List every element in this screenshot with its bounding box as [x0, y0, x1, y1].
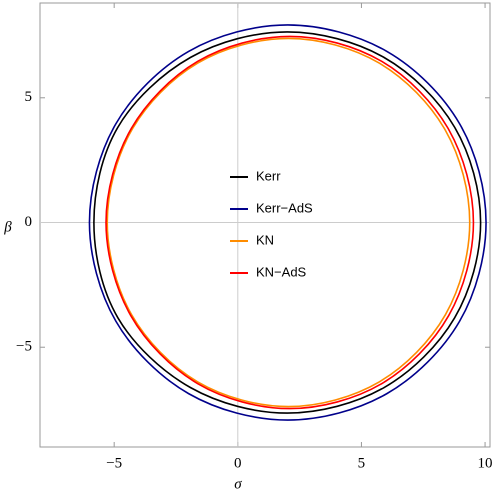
legend-label: Kerr−AdS [256, 200, 313, 215]
shadow-curve [88, 24, 487, 421]
x-tick-label: 10 [478, 455, 493, 471]
shadow-curve [106, 37, 471, 408]
y-tick-label: 0 [25, 214, 33, 230]
x-tick-label: −5 [106, 455, 122, 471]
plot-frame [39, 2, 491, 448]
shadow-curve [93, 31, 482, 414]
x-axis-label: σ [234, 476, 242, 492]
x-tick-label: 5 [358, 455, 366, 471]
y-tick-label: 5 [25, 89, 33, 105]
legend-label: KN−AdS [256, 264, 307, 279]
x-tick-label: 0 [234, 455, 242, 471]
y-tick-label: −5 [16, 339, 32, 355]
shadow-curve [105, 35, 475, 410]
y-axis-label: β [3, 219, 12, 235]
legend-label: Kerr [256, 168, 281, 183]
legend-label: KN [256, 232, 274, 247]
